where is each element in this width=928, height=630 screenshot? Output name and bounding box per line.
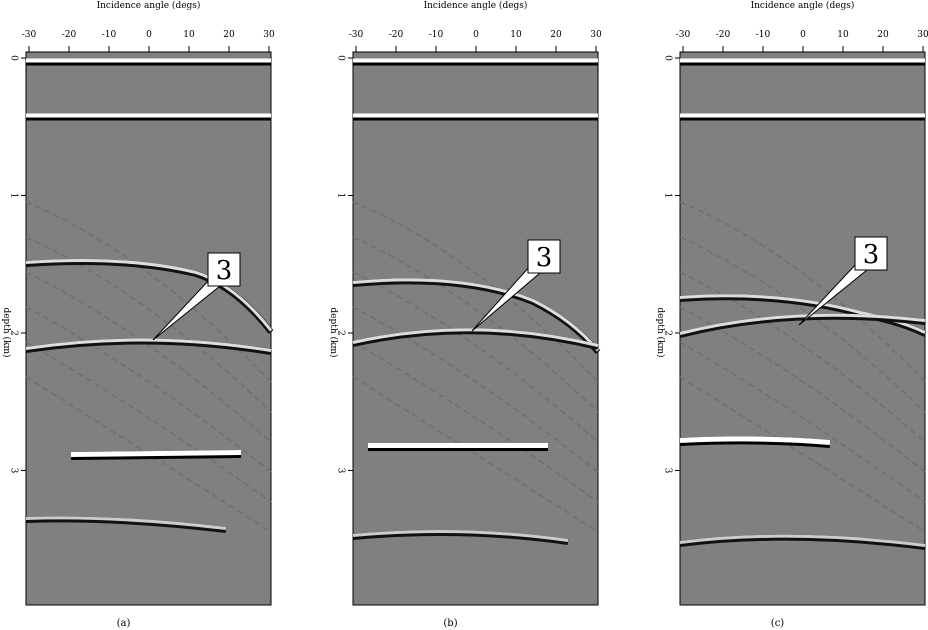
y-axis-label: depth (km) xyxy=(655,307,666,357)
x-axis-label: Incidence angle (degs) xyxy=(751,0,855,11)
x-tick-label: -30 xyxy=(22,30,37,40)
reflector xyxy=(25,516,227,533)
y-tick-label: 3 xyxy=(9,468,19,474)
noise-event xyxy=(679,236,926,413)
x-tick-label: 0 xyxy=(800,30,806,40)
panel-a: Incidence angle (degs) -30 -20 -10 0 10 20 30 0 1… xyxy=(1,0,275,629)
x-tick-label: 10 xyxy=(837,30,849,40)
noise-event xyxy=(679,306,926,473)
x-tick-label: 20 xyxy=(877,30,889,40)
x-tick-label: -10 xyxy=(429,30,444,40)
noise-event xyxy=(352,306,599,473)
x-tick-label: -10 xyxy=(102,30,117,40)
x-tick-label: -20 xyxy=(389,30,404,40)
x-tick-label: -30 xyxy=(676,30,691,40)
y-tick-label: 0 xyxy=(663,55,673,61)
y-tick-label: 2 xyxy=(336,330,346,336)
reflector xyxy=(679,534,926,550)
reflector xyxy=(353,113,598,121)
callout-number: 3 xyxy=(536,243,553,273)
y-tick-label: 0 xyxy=(336,55,346,61)
reflector xyxy=(352,278,601,354)
noise-event xyxy=(352,236,599,413)
x-tick-label: -20 xyxy=(716,30,731,40)
y-tick-label: 0 xyxy=(9,55,19,61)
reflector xyxy=(679,436,831,448)
noise-event xyxy=(352,376,599,533)
x-tick-label: 30 xyxy=(590,30,602,40)
reflector xyxy=(680,58,925,66)
noise-event xyxy=(679,376,926,533)
noise-event xyxy=(25,236,272,413)
reflector xyxy=(352,530,569,545)
panel-caption: (c) xyxy=(771,618,785,629)
x-tick-label: 10 xyxy=(183,30,195,40)
callout-label: 3 xyxy=(471,239,561,332)
x-axis-label: Incidence angle (degs) xyxy=(97,0,201,11)
noise-event xyxy=(25,306,272,473)
y-tick-label: 3 xyxy=(336,468,346,474)
x-tick-label: 20 xyxy=(550,30,562,40)
noise-event xyxy=(25,341,272,503)
reflector xyxy=(352,328,599,350)
x-tick-label: -30 xyxy=(349,30,364,40)
x-axis-label: Incidence angle (degs) xyxy=(424,0,528,11)
y-tick-label: 3 xyxy=(663,468,673,474)
reflector xyxy=(680,113,925,121)
y-tick-label: 1 xyxy=(336,193,346,199)
noise-event xyxy=(352,201,599,383)
callout-number: 3 xyxy=(863,240,880,270)
reflector xyxy=(679,294,927,337)
reflector xyxy=(70,450,242,460)
noise-event xyxy=(352,271,599,443)
x-tick-label: 10 xyxy=(510,30,522,40)
noise-event xyxy=(352,341,599,503)
callout-label: 3 xyxy=(152,252,241,341)
x-tick-label: 0 xyxy=(146,30,152,40)
y-axis-label: depth (km) xyxy=(1,307,12,357)
callout-label: 3 xyxy=(798,236,888,326)
seismic-image xyxy=(25,51,272,606)
callout-number: 3 xyxy=(216,256,233,286)
panel-c: Incidence angle (degs) -30 -20 -10 0 10 20 30 0 1… xyxy=(655,0,928,629)
reflector xyxy=(353,58,598,66)
y-tick-label: 1 xyxy=(663,193,673,199)
y-tick-label: 2 xyxy=(9,330,19,336)
noise-event xyxy=(679,201,926,383)
reflector xyxy=(25,338,272,355)
reflector xyxy=(679,313,926,338)
reflector xyxy=(25,258,274,334)
reflector xyxy=(26,113,271,121)
y-tick-label: 2 xyxy=(663,330,673,336)
x-tick-label: -20 xyxy=(62,30,77,40)
x-tick-label: 20 xyxy=(223,30,235,40)
x-tick-label: 0 xyxy=(473,30,479,40)
x-tick-label: 30 xyxy=(917,30,928,40)
noise-event xyxy=(679,271,926,443)
noise-event xyxy=(679,341,926,503)
y-tick-label: 1 xyxy=(9,193,19,199)
reflector xyxy=(26,58,271,66)
panel-caption: (a) xyxy=(117,618,131,629)
y-axis-label: depth (km) xyxy=(328,307,339,357)
x-tick-label: -10 xyxy=(756,30,771,40)
reflector xyxy=(368,443,548,451)
panel-b: Incidence angle (degs) -30 -20 -10 0 10 20 30 0 1… xyxy=(328,0,602,629)
panel-caption: (b) xyxy=(443,618,457,629)
x-tick-label: 30 xyxy=(263,30,275,40)
